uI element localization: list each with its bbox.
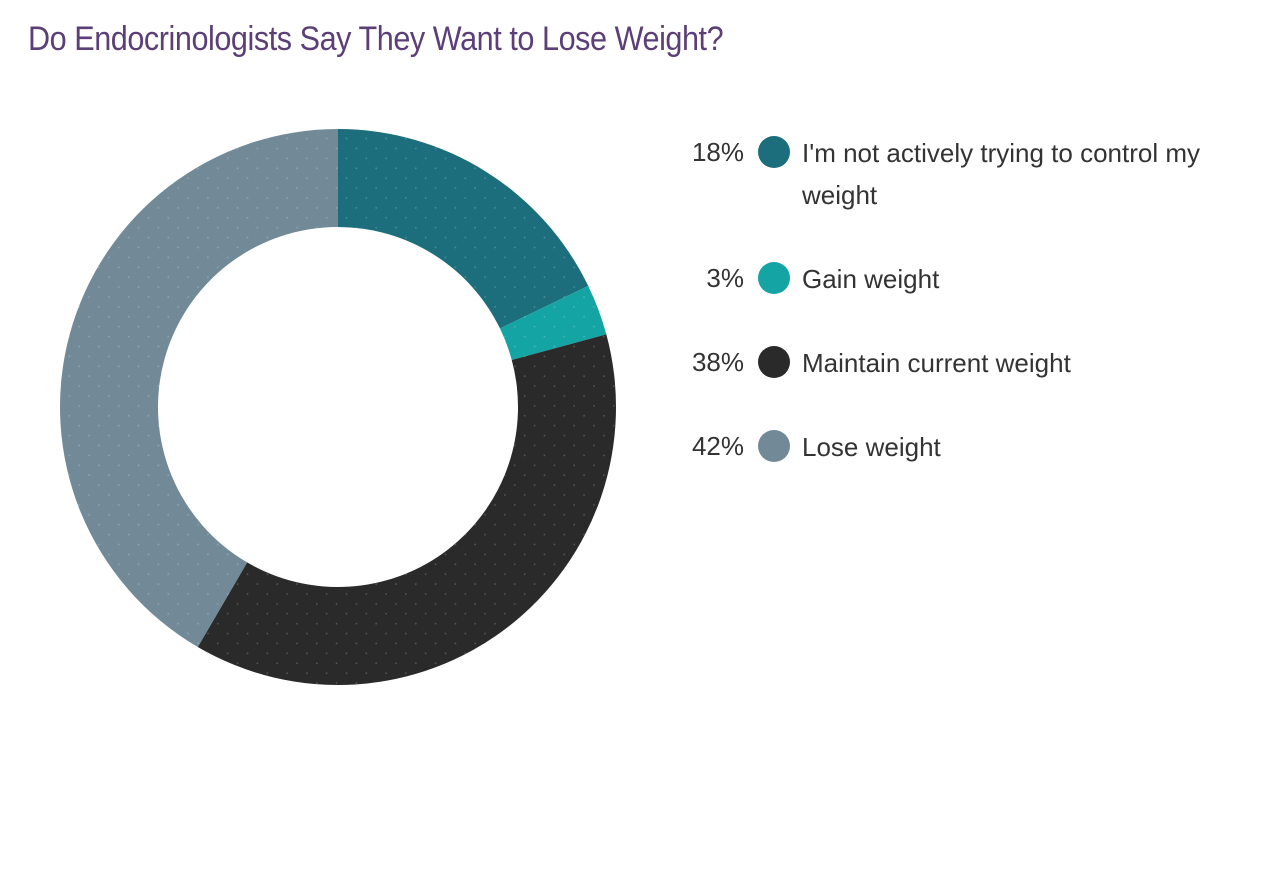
legend-value: 3% — [706, 263, 744, 293]
legend-item-maintain-weight: 38% Maintain current weight — [660, 342, 1260, 384]
legend-item-gain-weight: 3% Gain weight — [660, 258, 1260, 300]
chart-legend: 18% I'm not actively trying to control m… — [660, 132, 1260, 510]
legend-item-lose-weight: 42% Lose weight — [660, 426, 1260, 468]
legend-label: I'm not actively trying to control my we… — [802, 138, 1200, 210]
donut-slice-texture-3 — [60, 129, 338, 648]
legend-value: 42% — [691, 431, 744, 461]
legend-swatch — [758, 346, 790, 378]
legend-label: Maintain current weight — [802, 348, 1071, 378]
donut-slice-texture-2 — [197, 334, 616, 685]
legend-label: Gain weight — [802, 264, 940, 294]
chart-title: Do Endocrinologists Say They Want to Los… — [28, 20, 724, 58]
legend-swatch — [758, 136, 790, 168]
donut-slice-texture-1 — [500, 285, 607, 360]
legend-value: 38% — [691, 347, 744, 377]
legend-value: 18% — [691, 137, 744, 167]
donut-chart — [60, 129, 616, 685]
legend-item-not-controlling: 18% I'm not actively trying to control m… — [660, 132, 1260, 216]
donut-slice-texture-0 — [338, 129, 589, 329]
legend-swatch — [758, 430, 790, 462]
legend-label: Lose weight — [802, 432, 941, 462]
legend-swatch — [758, 262, 790, 294]
